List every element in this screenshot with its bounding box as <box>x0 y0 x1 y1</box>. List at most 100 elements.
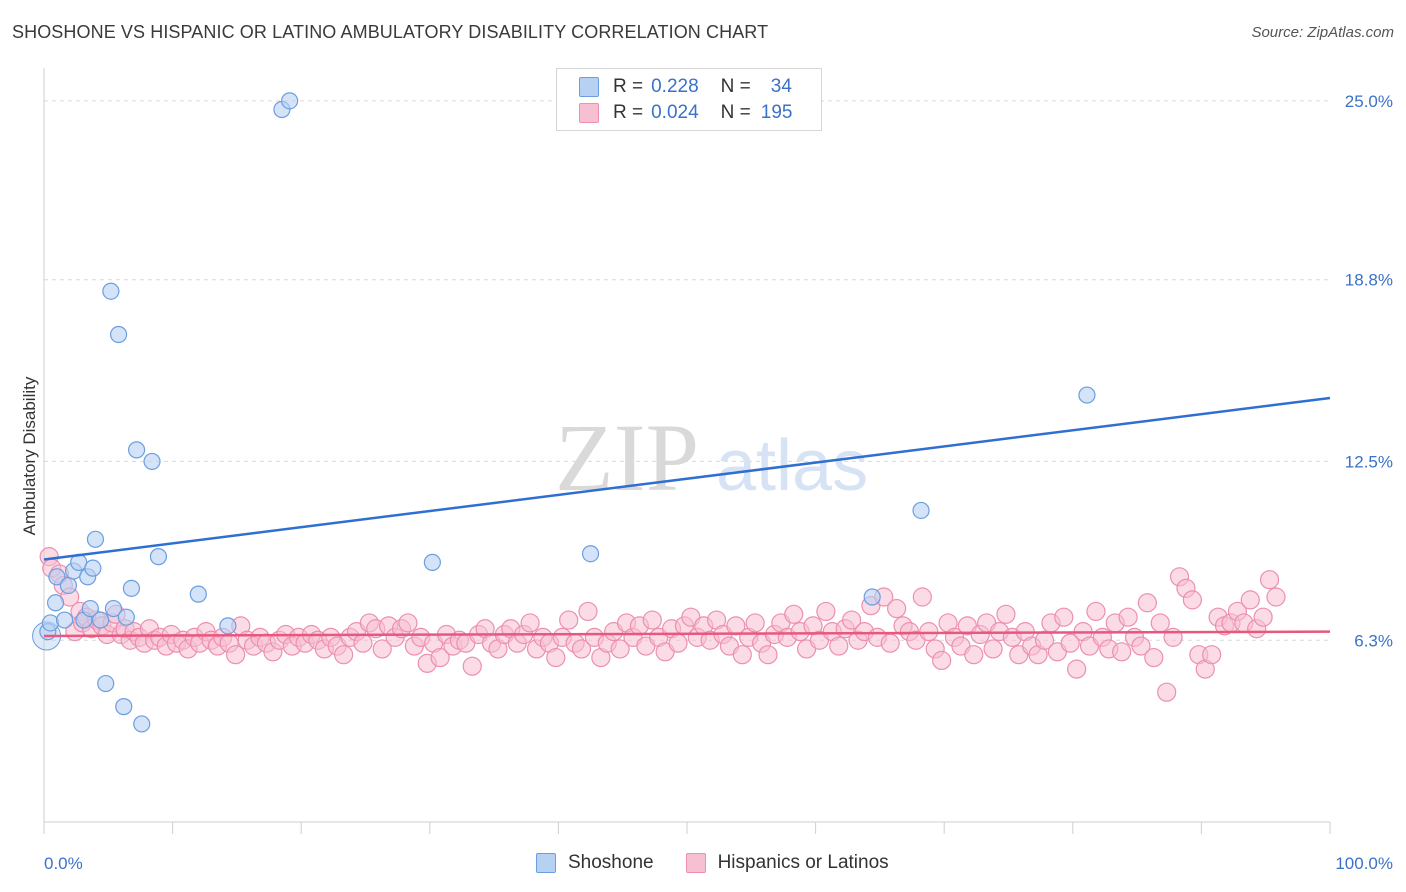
y-tick-label: 12.5% <box>1345 452 1393 471</box>
data-point-hispanics <box>610 639 630 659</box>
data-point-hispanics <box>1067 659 1087 679</box>
data-point-hispanics <box>919 622 939 642</box>
data-point-hispanics <box>1137 593 1157 613</box>
data-point-shoshone <box>46 594 65 612</box>
data-point-hispanics <box>1118 607 1138 627</box>
data-point-shoshone <box>219 617 237 635</box>
data-point-hispanics <box>1150 613 1170 633</box>
data-point-hispanics <box>1054 607 1074 627</box>
data-point-hispanics <box>816 601 836 622</box>
data-point-hispanics <box>745 613 765 633</box>
legend-item-shoshone[interactable]: Shoshone <box>536 852 654 874</box>
data-point-hispanics <box>571 639 592 659</box>
series-hispanics-points <box>39 547 1286 702</box>
trend-lines <box>43 396 1331 638</box>
data-point-hispanics <box>912 587 932 607</box>
grid-lines <box>44 100 1330 641</box>
data-point-hispanics <box>642 610 662 630</box>
trend-line-hispanics <box>43 630 1331 638</box>
x-tick-labels: 0.0% 100.0% <box>44 854 1393 873</box>
legend-r-value: 0.228 <box>651 76 699 97</box>
stats-legend: R = 0.228 N = 34 R = 0.024 N = 195 <box>556 68 822 131</box>
data-point-hispanics <box>880 633 900 653</box>
watermark: ZIP atlas <box>555 404 868 511</box>
data-point-hispanics <box>996 604 1016 624</box>
data-point-hispanics <box>353 633 373 653</box>
series-shoshone-points <box>32 92 1096 733</box>
data-point-hispanics <box>372 639 392 659</box>
watermark-zip: ZIP <box>555 404 699 511</box>
data-point-hispanics <box>559 610 579 630</box>
chart-title: SHOSHONE VS HISPANIC OR LATINO AMBULATOR… <box>12 22 769 42</box>
data-point-hispanics <box>334 645 354 665</box>
y-axis-label: Ambulatory Disability <box>20 376 39 535</box>
data-point-hispanics <box>964 645 984 665</box>
y-tick-labels: 6.3% 12.5% 18.8% 25.0% <box>1345 92 1393 650</box>
data-point-hispanics <box>1034 630 1055 650</box>
data-point-shoshone <box>122 579 141 597</box>
data-point-shoshone <box>912 501 930 520</box>
x-tick-label-max: 100.0% <box>1335 854 1393 873</box>
data-point-shoshone <box>423 553 441 571</box>
data-point-hispanics <box>430 647 450 668</box>
data-point-shoshone <box>281 92 299 110</box>
data-point-hispanics <box>932 650 952 671</box>
legend-row-shoshone: R = 0.228 N = 34 <box>579 74 792 100</box>
legend-item-hispanics[interactable]: Hispanics or Latinos <box>685 852 889 874</box>
data-point-shoshone <box>115 698 133 716</box>
y-tick-label: 6.3% <box>1354 631 1393 650</box>
data-point-hispanics <box>887 598 907 619</box>
data-point-hispanics <box>462 656 482 676</box>
data-point-hispanics <box>1157 682 1177 702</box>
data-point-shoshone <box>48 568 66 586</box>
data-point-hispanics <box>1112 642 1132 662</box>
legend-swatch-shoshone <box>536 853 556 873</box>
legend-swatch-hispanics <box>685 853 706 873</box>
data-point-hispanics <box>520 613 540 633</box>
legend-row-hispanics: R = 0.024 N = 195 <box>579 100 792 126</box>
data-point-hispanics <box>1086 601 1106 622</box>
x-tick-label-min: 0.0% <box>44 854 83 873</box>
legend-n-label: N = <box>720 102 751 123</box>
axes <box>43 68 1331 834</box>
data-point-hispanics <box>842 610 862 630</box>
data-point-hispanics <box>1131 636 1151 656</box>
y-tick-label: 25.0% <box>1345 92 1393 111</box>
data-point-hispanics <box>784 604 804 624</box>
data-point-hispanics <box>1259 570 1280 590</box>
data-point-hispanics <box>1144 647 1164 668</box>
trend-line-shoshone <box>43 396 1331 561</box>
data-point-hispanics <box>1253 607 1273 627</box>
data-point-hispanics <box>578 601 598 622</box>
data-point-shoshone <box>59 576 78 595</box>
data-point-shoshone <box>55 611 74 629</box>
data-point-shoshone <box>81 599 99 618</box>
data-point-shoshone <box>117 608 135 626</box>
legend-r-label: R = <box>613 76 644 97</box>
legend-n-value: 34 <box>770 76 792 97</box>
legend-label-shoshone: Shoshone <box>568 852 654 873</box>
series-legend: Shoshone Hispanics or Latinos <box>536 852 921 874</box>
data-point-shoshone <box>189 585 207 603</box>
legend-r-value: 0.024 <box>651 102 699 123</box>
data-point-shoshone <box>1078 386 1096 404</box>
legend-label-hispanics: Hispanics or Latinos <box>717 852 889 873</box>
data-point-hispanics <box>398 613 418 633</box>
legend-r-label: R = <box>613 102 644 123</box>
legend-swatch-hispanics <box>579 103 599 123</box>
data-point-hispanics <box>1182 590 1202 610</box>
data-point-shoshone <box>97 674 115 693</box>
data-point-shoshone <box>149 548 168 566</box>
data-point-hispanics <box>1266 587 1286 607</box>
data-point-hispanics <box>732 645 752 665</box>
data-point-hispanics <box>829 636 849 656</box>
data-point-hispanics <box>1060 633 1080 653</box>
data-point-shoshone <box>109 325 128 344</box>
data-point-shoshone <box>86 530 105 548</box>
data-point-hispanics <box>546 647 566 668</box>
data-point-hispanics <box>668 633 688 653</box>
data-point-hispanics <box>1202 645 1222 665</box>
data-point-hispanics <box>1240 590 1260 610</box>
data-point-shoshone <box>104 599 123 618</box>
